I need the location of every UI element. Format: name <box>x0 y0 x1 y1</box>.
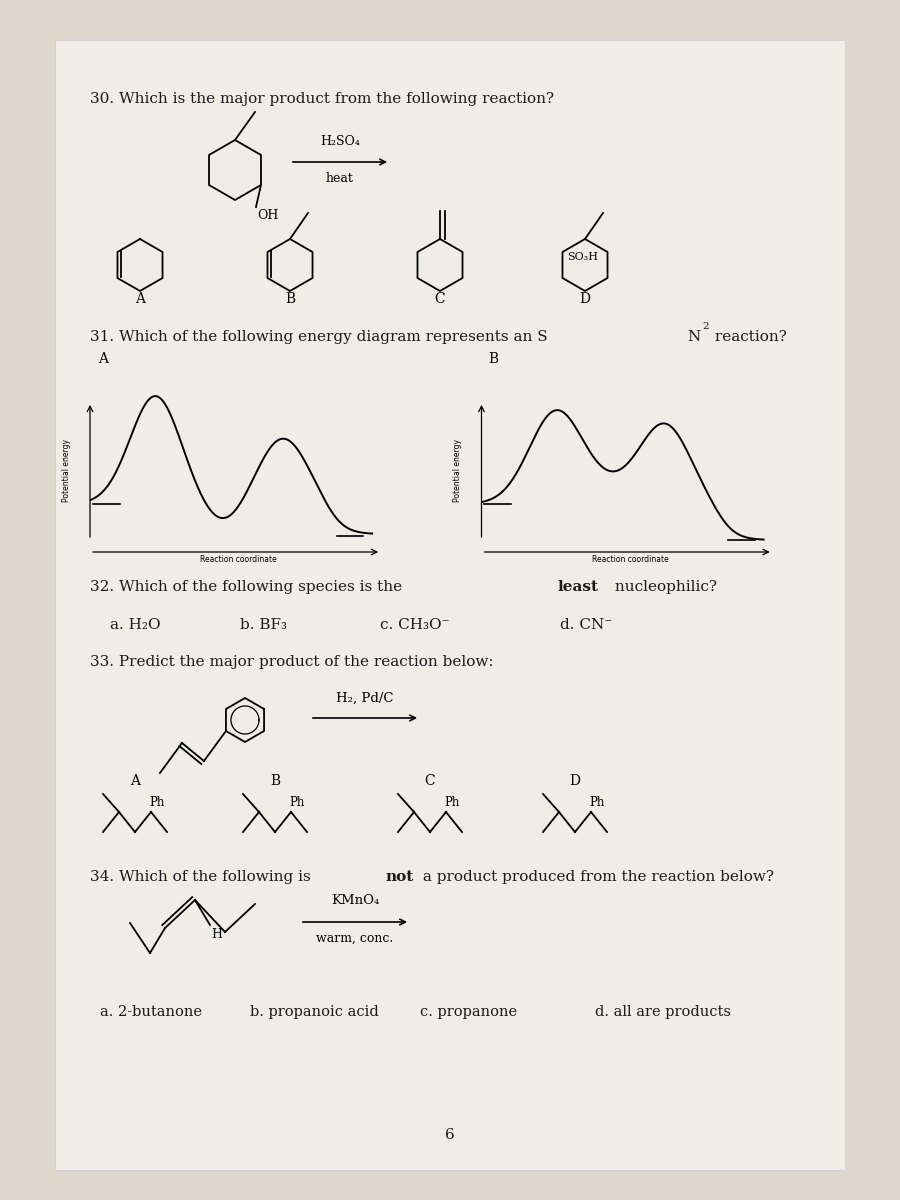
Text: D: D <box>570 774 580 788</box>
Text: H: H <box>211 928 222 941</box>
Text: B: B <box>488 352 498 366</box>
Text: A: A <box>130 774 140 788</box>
Text: Ph: Ph <box>444 796 459 809</box>
Text: KMnO₄: KMnO₄ <box>331 894 379 907</box>
Text: 6: 6 <box>446 1128 454 1142</box>
Text: C: C <box>425 774 436 788</box>
Text: heat: heat <box>326 172 354 185</box>
Text: H₂SO₄: H₂SO₄ <box>320 134 360 148</box>
Text: Ph: Ph <box>589 796 605 809</box>
Text: 31. Which of the following energy diagram represents an S: 31. Which of the following energy diagra… <box>90 330 547 344</box>
Text: A: A <box>135 292 145 306</box>
Text: 34. Which of the following is: 34. Which of the following is <box>90 870 316 884</box>
Text: Ph: Ph <box>149 796 165 809</box>
Text: not: not <box>385 870 413 884</box>
Text: A: A <box>98 352 108 366</box>
Text: d. all are products: d. all are products <box>595 1006 731 1019</box>
Text: reaction?: reaction? <box>710 330 787 344</box>
Text: B: B <box>270 774 280 788</box>
Text: C: C <box>435 292 446 306</box>
Text: c. CH₃O⁻: c. CH₃O⁻ <box>380 618 450 632</box>
Text: warm, conc.: warm, conc. <box>317 932 393 946</box>
Text: least: least <box>558 580 599 594</box>
Text: 33. Predict the major product of the reaction below:: 33. Predict the major product of the rea… <box>90 655 493 670</box>
Text: b. propanoic acid: b. propanoic acid <box>250 1006 379 1019</box>
Text: Ph: Ph <box>289 796 304 809</box>
Text: H₂, Pd/C: H₂, Pd/C <box>337 692 394 704</box>
Text: Reaction coordinate: Reaction coordinate <box>200 554 277 564</box>
Text: d. CN⁻: d. CN⁻ <box>560 618 612 632</box>
Bar <box>55 40 845 1170</box>
Text: b. BF₃: b. BF₃ <box>240 618 287 632</box>
Text: 32. Which of the following species is the: 32. Which of the following species is th… <box>90 580 407 594</box>
Text: a product produced from the reaction below?: a product produced from the reaction bel… <box>418 870 774 884</box>
Text: SO₃H: SO₃H <box>568 252 598 262</box>
Text: a. 2-butanone: a. 2-butanone <box>100 1006 202 1019</box>
Text: Potential energy: Potential energy <box>62 439 71 503</box>
Text: 30. Which is the major product from the following reaction?: 30. Which is the major product from the … <box>90 92 554 106</box>
Text: Reaction coordinate: Reaction coordinate <box>591 554 669 564</box>
Text: a. H₂O: a. H₂O <box>110 618 160 632</box>
Text: N: N <box>687 330 700 344</box>
Text: B: B <box>285 292 295 306</box>
Text: nucleophilic?: nucleophilic? <box>610 580 717 594</box>
Text: D: D <box>580 292 590 306</box>
Text: 2: 2 <box>702 322 708 331</box>
Text: OH: OH <box>257 209 278 222</box>
Text: Potential energy: Potential energy <box>454 439 463 503</box>
Text: c. propanone: c. propanone <box>420 1006 518 1019</box>
